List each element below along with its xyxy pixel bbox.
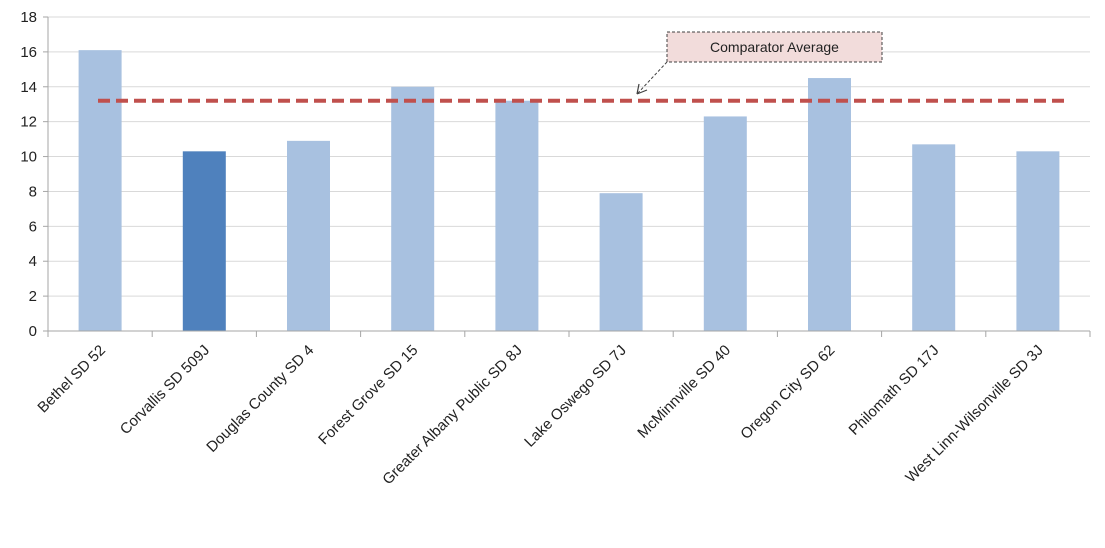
y-tick-label: 0 (29, 323, 37, 340)
y-axis-ticks: 0 2 4 6 8 10 12 14 16 18 (20, 9, 48, 340)
y-tick-label: 14 (20, 79, 37, 96)
bar (599, 193, 643, 331)
bar (287, 140, 330, 331)
bar (1016, 151, 1060, 331)
x-category-label: Forest Grove SD 15 (315, 342, 421, 448)
y-tick-label: 18 (20, 9, 37, 26)
bars (78, 50, 1060, 332)
x-category-label: Oregon City SD 62 (737, 342, 838, 443)
y-tick-label: 2 (29, 288, 37, 305)
bar (391, 86, 435, 332)
callout-label: Comparator Average (710, 39, 839, 55)
y-tick-label: 4 (29, 253, 37, 270)
x-category-label: Douglas County SD 4 (203, 342, 317, 456)
callout-arrow (636, 61, 668, 95)
axes (47, 17, 1091, 337)
callout-box (666, 31, 883, 63)
x-category-label: Corvallis SD 509J (117, 342, 213, 438)
comparator-average-callout: Comparator Average (636, 31, 883, 95)
y-tick-label: 16 (20, 44, 37, 61)
callout-arrowhead (636, 83, 648, 95)
bar (703, 116, 747, 331)
x-category-label: Lake Oswego SD 7J (521, 342, 630, 451)
bar (495, 100, 539, 331)
x-category-label: Philomath SD 17J (846, 342, 943, 439)
x-category-label: Bethel SD 52 (34, 342, 109, 417)
y-tick-label: 10 (20, 149, 37, 166)
bar (808, 78, 851, 331)
y-tick-label: 8 (29, 183, 37, 200)
bar (78, 50, 122, 332)
y-tick-label: 6 (29, 218, 37, 235)
bar (182, 151, 226, 331)
y-tick-label: 12 (20, 114, 37, 131)
x-category-label: McMinnville SD 40 (634, 342, 734, 442)
bar (912, 144, 956, 331)
